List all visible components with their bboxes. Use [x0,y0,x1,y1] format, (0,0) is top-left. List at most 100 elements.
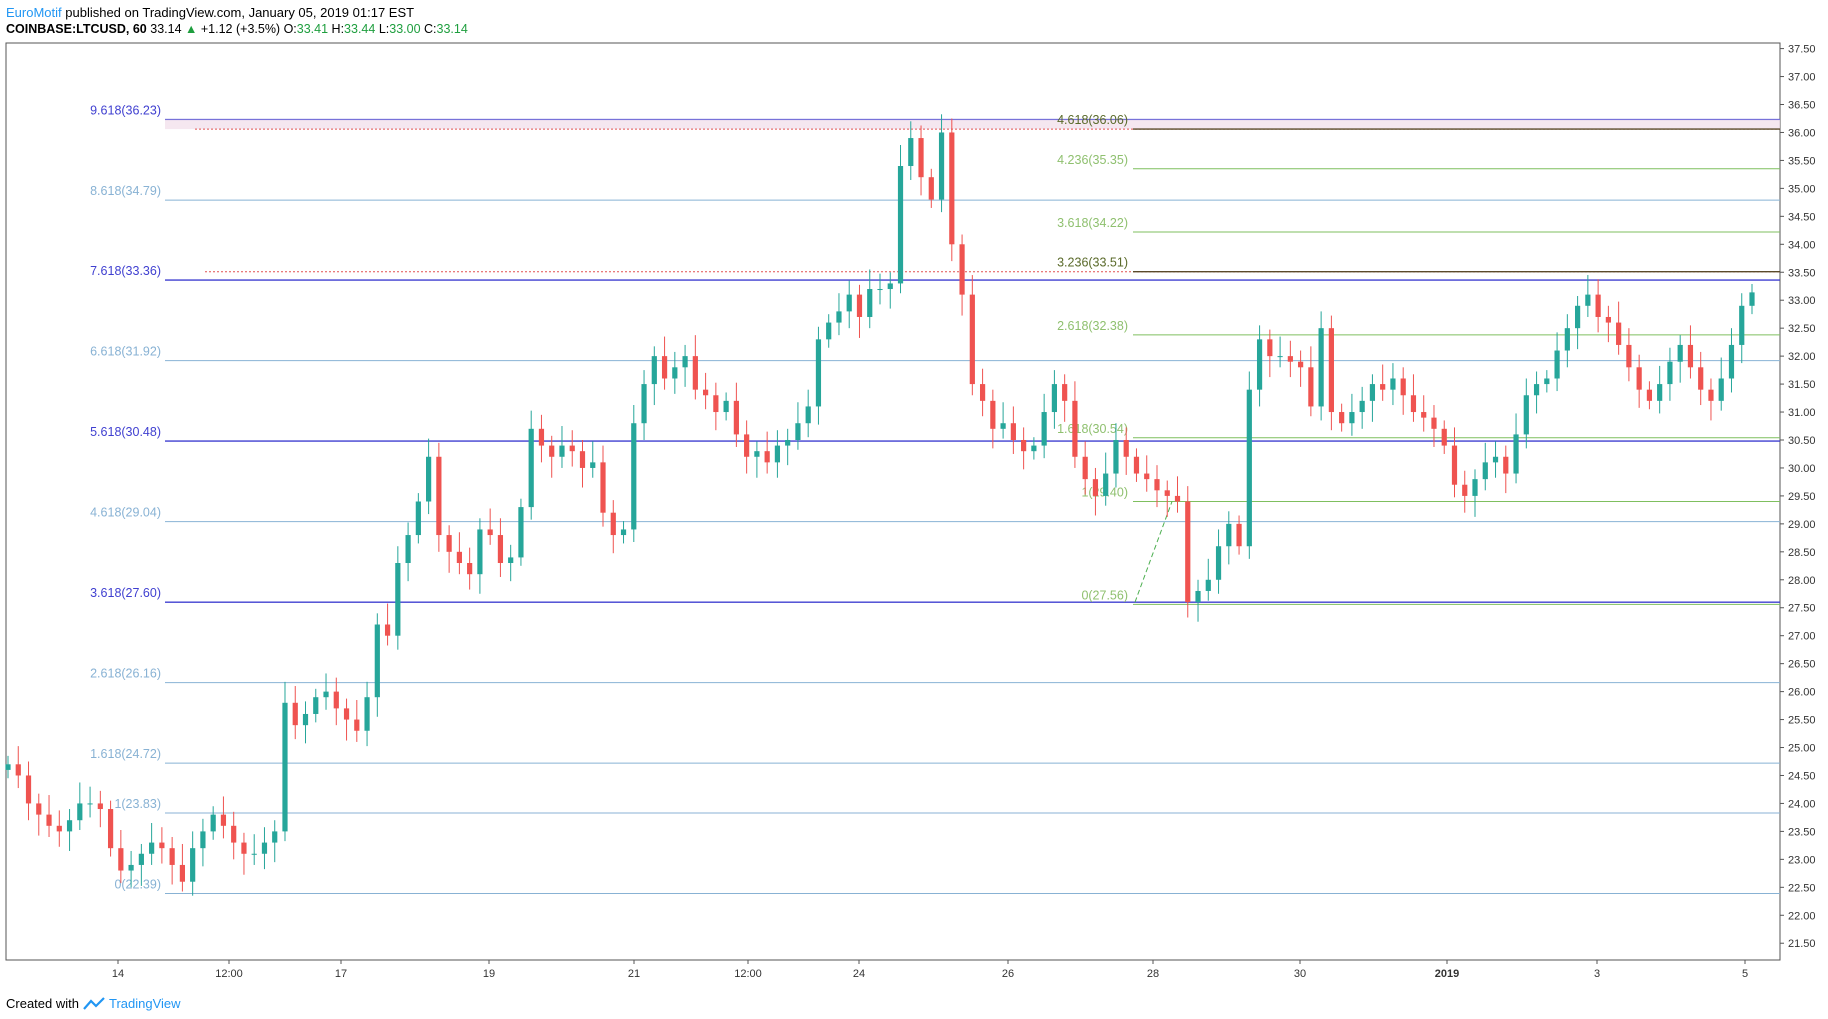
candle-body [149,842,155,854]
candle-body [364,697,370,731]
y-tick-label: 32.00 [1788,351,1816,363]
tradingview-brand-link[interactable]: TradingView [108,996,181,1011]
y-tick-label: 34.00 [1788,239,1816,251]
candle-body [487,529,493,536]
x-tick-label: 26 [1002,968,1014,980]
close-value: 33.14 [436,22,468,36]
y-tick-label: 37.50 [1788,44,1816,56]
candle-body [949,132,955,245]
fib-right-label: 4.618(36.06) [1057,113,1128,127]
candle-body [1400,378,1406,396]
tradingview-logo-icon [83,996,105,1010]
candle-body [159,842,165,849]
candle-body [1636,367,1642,390]
candle-body [1503,456,1509,474]
fib-left-label: 1.618(24.72) [90,747,161,761]
candle-body [436,456,442,536]
candle-body [959,244,965,295]
price-axis[interactable]: 21.50 22.00 22.50 23.00 23.50 24.00 24.50 25.00… [1780,44,1816,951]
candle-body [25,775,32,804]
x-tick-label: 12:00 [215,968,243,980]
candle-body [1092,479,1099,496]
candle-body [1657,384,1663,401]
candle-body [1359,400,1365,413]
candle-body [323,691,329,698]
candle-body [559,445,565,457]
high-value: 33.44 [344,22,376,36]
fib-right-label: 4.236(35.35) [1057,153,1128,167]
candle-body [1041,412,1047,446]
low-value: 33.00 [389,22,421,36]
fib-left-label: 8.618(34.79) [90,184,161,198]
time-axis[interactable]: 14 12:00 17 19 21 12:00 24 26 28 30 2019 3 5 [112,960,1748,980]
candle-body [682,356,688,368]
candle-body [672,367,678,379]
candle-body [1646,389,1653,401]
candle-body [169,848,175,865]
candle-body [1246,389,1252,547]
candle-body [938,132,945,200]
candle-body [518,507,524,558]
fib-left-label: 3.618(27.60) [90,586,161,600]
y-tick-label: 33.00 [1788,295,1816,307]
candle-body [979,384,986,401]
fib-band [165,119,1780,130]
candle-body [1226,523,1232,547]
candle-body [1626,344,1632,368]
candle-body [77,803,83,821]
candle-body [56,825,62,832]
fib-left-label: 7.618(33.36) [90,264,161,278]
candle-body [641,384,647,424]
candle-body [231,825,237,843]
candle-body [374,624,380,698]
x-tick-label: 2019 [1435,968,1459,980]
y-tick-label: 35.50 [1788,155,1816,167]
y-tick-label: 31.00 [1788,407,1816,419]
candle-body [990,400,996,429]
candle-body [1051,384,1057,413]
candle-body [241,842,247,854]
candle-body [1349,412,1355,424]
candle-body [928,177,934,200]
candle-body [1431,417,1437,429]
y-tick-label: 36.00 [1788,127,1816,139]
y-tick-label: 22.00 [1788,910,1816,922]
candle-body [610,512,616,536]
candle-body [1236,523,1242,547]
candle-body [354,719,360,731]
candle-body [538,428,545,446]
candle-body [661,356,668,379]
fib-levels: 0(22.39) 1(23.83) 1.618(24.72) 2.618(26.16)… [90,104,1780,894]
candle-body [877,289,883,291]
candle-body [795,423,801,440]
candle-body [692,356,698,390]
open-value: 33.41 [296,22,329,36]
candle-body [713,395,719,413]
author-link[interactable]: EuroMotif [6,5,62,20]
candles [5,114,1755,896]
symbol-name: COINBASE:LTCUSD, 60 [6,22,147,36]
candle-body [1708,389,1714,401]
candle-body [1144,473,1150,480]
candle-body [1369,384,1376,401]
candle-body [200,831,206,849]
candle-body [1687,344,1694,368]
y-tick-label: 30.00 [1788,463,1816,475]
candle-body [805,406,811,424]
candle-body [1256,339,1263,390]
x-tick-label: 28 [1147,968,1159,980]
fib-left-label: 6.618(31.92) [90,345,161,359]
candle-body [107,809,114,849]
candle-body [118,848,124,871]
candle-body [251,853,257,855]
y-tick-label: 31.50 [1788,379,1816,391]
y-tick-label: 21.50 [1788,938,1816,950]
candle-body [1390,378,1396,390]
candle-body [210,814,216,832]
candle-body [1749,292,1755,306]
x-tick-label: 24 [853,968,865,980]
price-change: +1.12 (+3.5%) [200,22,281,36]
high-label: H: [331,22,345,36]
y-tick-label: 25.50 [1788,715,1816,727]
